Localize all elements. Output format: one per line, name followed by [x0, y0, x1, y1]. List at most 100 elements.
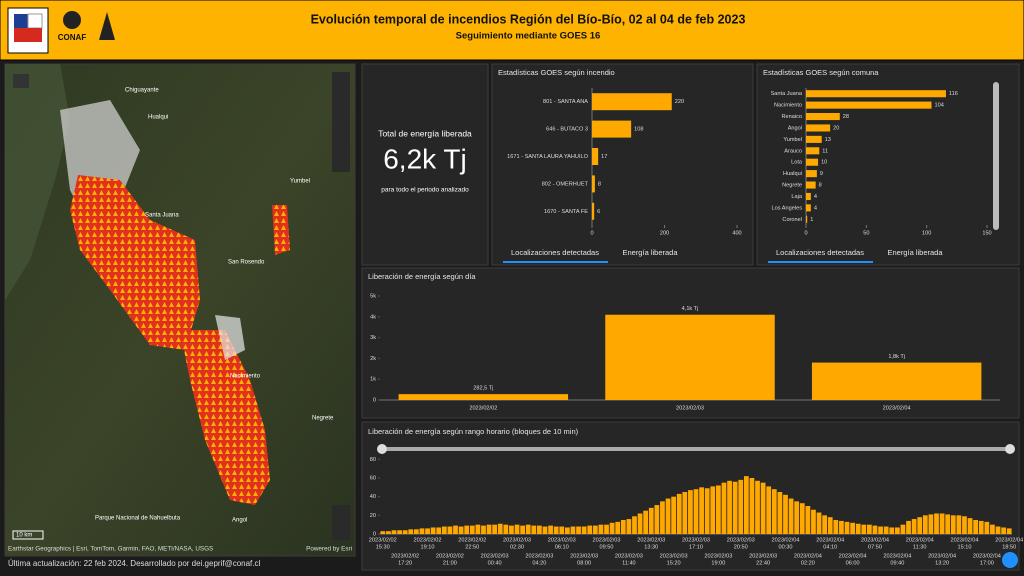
logo-flag [27, 13, 43, 29]
bar [934, 513, 939, 534]
y-tick-label: 3k [370, 335, 376, 341]
x-tick-label: 00:30 [778, 544, 792, 550]
bar [397, 530, 402, 534]
map-button[interactable] [13, 74, 29, 88]
x-date-label: 2023/02/04 [906, 537, 934, 543]
bar [811, 362, 982, 400]
x-date-label: 2023/02/04 [794, 553, 822, 559]
slider-handle[interactable] [1005, 444, 1015, 454]
x-date-label: 2023/02/03 [503, 537, 531, 543]
bar [542, 526, 548, 534]
widget-button[interactable] [1002, 552, 1018, 568]
value-label: 8 [598, 181, 601, 187]
x-tick-label: 15:30 [376, 544, 390, 550]
bar [548, 525, 553, 534]
x-tick-label: 2023/02/02 [469, 405, 497, 411]
x-date-label: 2023/02/02 [458, 537, 486, 543]
bar [939, 513, 945, 534]
tab[interactable]: Energía liberada [887, 248, 943, 257]
range-slider[interactable] [380, 447, 1012, 451]
bar [855, 523, 861, 534]
x-tick-label: 04:20 [532, 560, 546, 566]
map-label: Angol [232, 518, 247, 524]
category-label: 1671 - SANTA LAURA YAHUILO [507, 154, 588, 160]
category-label: Negrete [782, 183, 802, 189]
x-tick-label: 150 [982, 230, 991, 236]
bar [654, 505, 660, 534]
bar [806, 204, 811, 212]
y-tick-label: 0 [373, 397, 376, 403]
bar [917, 517, 923, 534]
bar [592, 202, 595, 220]
bar [827, 517, 833, 534]
x-tick-label: 0 [804, 230, 807, 236]
bar [816, 512, 822, 534]
x-tick-label: 13:20 [935, 560, 949, 566]
x-date-label: 2023/02/03 [525, 553, 553, 559]
x-tick-label: 15:20 [667, 560, 681, 566]
bar [592, 93, 672, 111]
category-label: 646 - BUTACO 3 [546, 127, 588, 133]
x-tick-label: 11:40 [622, 560, 636, 566]
x-tick-label: 09:40 [890, 560, 904, 566]
x-date-label: 2023/02/03 [593, 537, 621, 543]
x-tick-label: 07:50 [868, 544, 882, 550]
tab[interactable]: Localizaciones detectadas [511, 248, 599, 257]
powered-by: Powered by Esri [306, 546, 352, 553]
y-tick-label: 1k [370, 377, 376, 383]
bar [688, 490, 693, 534]
category-label: Nacimiento [774, 103, 802, 109]
bar [844, 521, 850, 534]
y-tick-label: 40 [370, 494, 376, 500]
tab[interactable]: Energía liberada [622, 248, 678, 257]
x-tick-label: 0 [590, 230, 593, 236]
bar [503, 524, 509, 534]
bar [520, 525, 525, 534]
bar [956, 515, 962, 534]
x-tick-label: 11:30 [913, 544, 927, 550]
x-date-label: 2023/02/04 [973, 553, 1001, 559]
x-date-label: 2023/02/03 [682, 537, 710, 543]
bar [492, 524, 498, 534]
x-date-label: 2023/02/02 [391, 553, 419, 559]
bar [564, 527, 570, 534]
bar [889, 527, 895, 534]
x-tick-label: 08:00 [577, 560, 591, 566]
kpi-title: Total de energía liberada [378, 128, 472, 138]
header [0, 0, 1024, 61]
bar [436, 527, 442, 534]
chart-title: Liberación de energía según rango horari… [368, 427, 579, 436]
slider-handle[interactable] [377, 444, 387, 454]
bar [806, 158, 819, 166]
map-toolbar[interactable] [332, 72, 350, 172]
value-label: 28 [843, 114, 849, 120]
x-tick-label: 2023/02/03 [676, 405, 704, 411]
x-date-label: 2023/02/04 [861, 537, 889, 543]
value-label: 1 [810, 217, 813, 223]
bar [755, 480, 760, 534]
bar [727, 480, 732, 534]
y-tick-label: 60 [370, 475, 376, 481]
bar [990, 524, 995, 534]
bar [592, 148, 599, 165]
tab[interactable]: Localizaciones detectadas [776, 248, 864, 257]
x-tick-label: 04:10 [823, 544, 837, 550]
bar [408, 529, 414, 534]
map-zoom[interactable] [332, 505, 350, 540]
fire-area [70, 175, 200, 350]
bar [771, 489, 777, 534]
value-label: 11 [822, 148, 828, 154]
bar [587, 525, 593, 534]
bar [537, 525, 542, 534]
scrollbar[interactable] [993, 82, 999, 230]
logo-peak [99, 12, 115, 40]
x-date-label: 2023/02/03 [615, 553, 643, 559]
footer: Última actualización: 22 feb 2024. Desar… [8, 559, 260, 568]
bar [398, 394, 569, 400]
category-label: Hualqui [783, 171, 802, 177]
bar [391, 530, 397, 534]
bar [632, 516, 637, 534]
category-label: Yumbel [783, 137, 802, 143]
